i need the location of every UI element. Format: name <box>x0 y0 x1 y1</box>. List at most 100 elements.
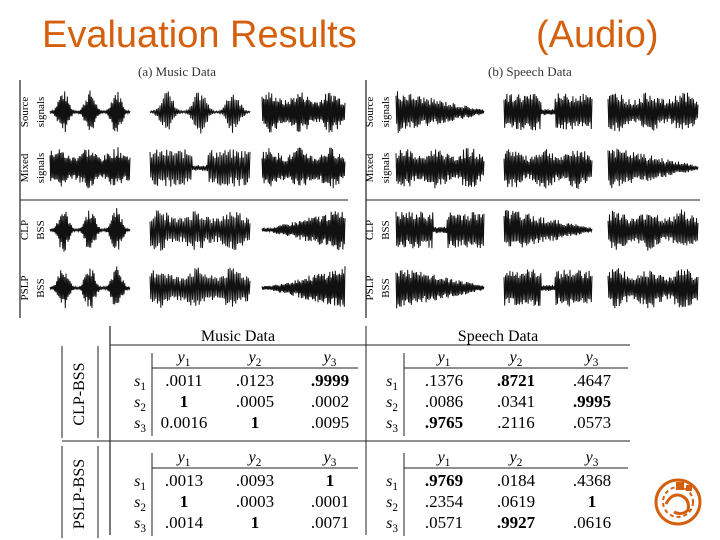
waveform-trace <box>261 211 346 251</box>
row-header-subscript: 1 <box>140 381 146 393</box>
table-cell: .9927 <box>497 513 536 532</box>
table-cell: 1 <box>588 492 597 511</box>
row-header: s2 <box>386 394 398 414</box>
waveform-trace <box>49 266 131 309</box>
col-header-base: y <box>584 349 594 366</box>
row-header-base: s <box>134 394 140 411</box>
col-header-subscript: 1 <box>185 457 191 469</box>
waveform-trace <box>149 149 251 187</box>
table-cell: .0095 <box>311 413 349 432</box>
waveform-trace <box>261 92 346 133</box>
row-header-subscript: 2 <box>392 402 398 414</box>
table-cell: .0001 <box>311 492 349 511</box>
table-cell: .8721 <box>497 371 535 390</box>
table-group-header: Music Data <box>201 328 275 345</box>
row-label-line2: BSS <box>380 278 392 298</box>
row-header-base: s <box>134 415 140 432</box>
row-label-line2: BSS <box>35 278 47 298</box>
row-label-line1: PSLP <box>19 275 31 300</box>
row-header: s2 <box>134 394 146 414</box>
waveform-trace <box>607 268 699 309</box>
col-header-base: y <box>322 449 332 466</box>
table-cell: .0005 <box>236 392 274 411</box>
row-header-subscript: 2 <box>140 502 146 514</box>
col-header-base: y <box>436 449 446 466</box>
slide-title: Evaluation Results <box>42 14 357 56</box>
table-cell: .0093 <box>236 471 274 490</box>
table-cell: 0.0016 <box>161 413 208 432</box>
waveform-trace <box>49 208 131 252</box>
row-label-line1: CLP <box>19 220 31 240</box>
waveform-trace <box>607 148 699 189</box>
row-header-subscript: 3 <box>140 423 146 435</box>
col-header-base: y <box>508 449 518 466</box>
col-header: y3 <box>322 449 337 469</box>
row-header: s1 <box>386 373 398 393</box>
row-header: s2 <box>134 494 146 514</box>
table-cell: .0573 <box>573 413 611 432</box>
table-cell: .1376 <box>425 371 463 390</box>
col-header-base: y <box>247 349 257 366</box>
table-cell: .0616 <box>573 513 611 532</box>
table-cell: .0619 <box>497 492 535 511</box>
col-header: y1 <box>436 349 451 369</box>
table-cell: .0014 <box>165 513 204 532</box>
row-header-base: s <box>134 494 140 511</box>
col-header: y1 <box>176 449 191 469</box>
waveform-trace <box>49 147 131 189</box>
waveform-trace <box>503 209 593 248</box>
col-header-subscript: 3 <box>331 457 337 469</box>
row-label-line2: signals <box>380 153 392 184</box>
waveform-trace <box>261 147 346 189</box>
waveform-trace <box>49 90 131 133</box>
table-cell: .2354 <box>425 492 464 511</box>
row-header-base: s <box>386 473 392 490</box>
row-label-line1: Source <box>19 97 31 128</box>
row-label-line2: signals <box>35 153 47 184</box>
row-label-line1: PSLP <box>364 275 376 300</box>
col-header: y2 <box>508 349 523 369</box>
row-header: s2 <box>386 494 398 514</box>
col-header-subscript: 1 <box>445 457 451 469</box>
row-label-line2: BSS <box>35 220 47 240</box>
col-header-subscript: 2 <box>517 357 523 369</box>
col-header-base: y <box>176 349 186 366</box>
table-cell: .0013 <box>165 471 203 490</box>
row-label-line1: CLP <box>364 220 376 240</box>
col-header-base: y <box>584 449 594 466</box>
waveform-trace <box>503 149 593 189</box>
col-header: y2 <box>508 449 523 469</box>
table-cell: .2116 <box>497 413 535 432</box>
row-header-subscript: 2 <box>392 502 398 514</box>
table-cell: .4647 <box>573 371 612 390</box>
col-header-subscript: 2 <box>256 457 262 469</box>
table-cell: .9765 <box>425 413 463 432</box>
col-header: y3 <box>322 349 337 369</box>
row-header-subscript: 1 <box>392 481 398 493</box>
waveform-trace <box>503 269 593 307</box>
col-header-subscript: 3 <box>593 457 599 469</box>
col-header: y2 <box>247 449 262 469</box>
row-header-subscript: 3 <box>140 523 146 535</box>
method-label: PSLP-BSS <box>71 459 88 529</box>
col-header-subscript: 2 <box>256 357 262 369</box>
university-seal-icon <box>654 478 702 526</box>
row-header-base: s <box>386 373 392 390</box>
col-header-subscript: 1 <box>185 357 191 369</box>
table-cell: .4368 <box>573 471 611 490</box>
col-header: y2 <box>247 349 262 369</box>
row-label-line1: Mixed <box>19 153 31 182</box>
waveform-trace <box>395 91 485 133</box>
row-header-base: s <box>134 373 140 390</box>
row-header-base: s <box>134 473 140 490</box>
table-cell: .9769 <box>425 471 463 490</box>
row-header: s3 <box>134 515 146 535</box>
row-header-base: s <box>134 515 140 532</box>
waveform-trace <box>503 93 593 131</box>
col-header-base: y <box>508 349 518 366</box>
table-cell: .9995 <box>573 392 611 411</box>
row-header: s1 <box>386 473 398 493</box>
table-cell: .0011 <box>165 371 203 390</box>
table-cell: 1 <box>251 413 260 432</box>
table-cell: 1 <box>180 392 189 411</box>
